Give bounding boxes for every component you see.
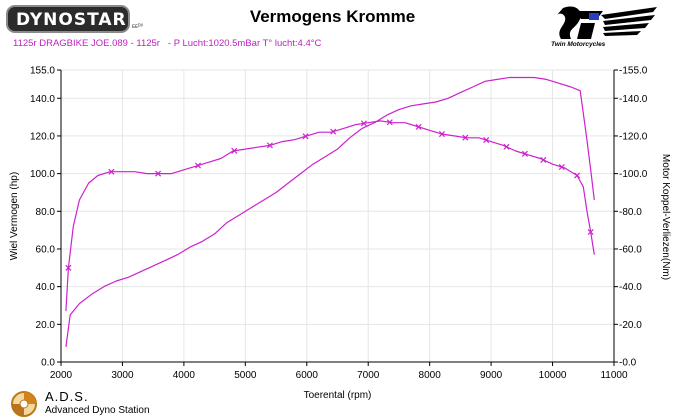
y2-tick-label: -80.0 <box>619 207 642 218</box>
y2-tick-label: -100.0 <box>619 169 648 180</box>
series-marker-x <box>540 156 547 163</box>
series-marker-x <box>503 143 510 150</box>
series-marker-x <box>558 163 565 171</box>
dynostar-logo-text: DYNOSTAR <box>16 10 127 30</box>
y-tick-label: 140.0 <box>30 94 55 105</box>
series-marker-x <box>587 228 594 236</box>
series-marker-x <box>521 150 528 157</box>
series-marker-x <box>330 128 337 135</box>
series-marker-x <box>65 264 72 271</box>
y-tick-label: 60.0 <box>36 244 56 255</box>
series-marker-x <box>155 170 162 177</box>
x-axis-label: Toerental (rpm) <box>304 390 372 401</box>
footer-title: A.D.S. <box>45 389 89 404</box>
twin-motorcycles-logo <box>557 6 657 40</box>
x-tick-label: 8000 <box>419 370 442 381</box>
series-marker-x <box>194 162 202 169</box>
x-tick-label: 6000 <box>296 370 319 381</box>
y2-tick-label: -140.0 <box>619 94 648 105</box>
series-marker-x <box>415 123 422 130</box>
x-tick-label: 5000 <box>234 370 257 381</box>
chart-series <box>65 76 595 347</box>
y2-tick-label: -40.0 <box>619 282 642 293</box>
series-marker-x <box>108 168 115 175</box>
series-marker-x <box>574 172 581 179</box>
chart-grid <box>60 69 615 363</box>
y2-axis-label: Motor Koppel-Verliezen(Nm) <box>660 154 671 280</box>
y-tick-label: 155.0 <box>30 66 55 77</box>
y2-tick-label: -60.0 <box>619 244 642 255</box>
y-tick-label: 40.0 <box>36 282 56 293</box>
series-marker-x <box>483 137 490 144</box>
series-line-1 <box>65 76 595 347</box>
chart-ticks: 0.0 20.0 40.0 60.0 80.0 100.0 120.0 140.0 155.0 -… <box>30 66 648 382</box>
series-marker-x <box>302 133 309 140</box>
chart-subtitle: 1125r DRAGBIKE JOE.089 - 1125r - P Lucht… <box>13 38 322 49</box>
y-axis-label: Wiel Vermogen (hp) <box>9 172 20 260</box>
chart-title: Vermogens Kromme <box>249 7 416 26</box>
dynostar-logo-suffix: ᴇᴇᴰᴵᴵ <box>132 24 143 30</box>
y2-tick-label: -0.0 <box>619 358 637 369</box>
x-tick-label: 4000 <box>173 370 196 381</box>
y2-tick-label: -120.0 <box>619 131 648 142</box>
series-marker-x <box>462 134 469 141</box>
twin-motorcycles-logo-text: Twin Motorcycles <box>551 41 606 48</box>
x-tick-label: 3000 <box>111 370 134 381</box>
y2-tick-label: -155.0 <box>619 66 648 77</box>
y-tick-label: 80.0 <box>36 207 56 218</box>
y-tick-label: 120.0 <box>30 131 55 142</box>
series-marker-x <box>438 131 445 138</box>
x-tick-label: 7000 <box>357 370 380 381</box>
series-line-2 <box>65 120 595 312</box>
x-tick-label: 2000 <box>50 370 73 381</box>
y-tick-label: 20.0 <box>36 320 56 331</box>
chart-frame <box>60 70 615 363</box>
ads-badge-icon <box>11 391 37 417</box>
y-tick-label: 0.0 <box>41 358 55 369</box>
series-marker-x <box>266 142 273 149</box>
x-tick-label: 9000 <box>480 370 503 381</box>
series-marker-x <box>360 120 367 127</box>
y-tick-label: 100.0 <box>30 169 55 180</box>
series-marker-x <box>231 147 238 154</box>
y2-tick-label: -20.0 <box>619 320 642 331</box>
x-tick-label: 10000 <box>539 370 567 381</box>
series-marker-x <box>386 119 393 126</box>
x-tick-label: 11000 <box>600 370 628 381</box>
footer-subtitle: Advanced Dyno Station <box>45 405 150 416</box>
dynostar-logo: DYNOSTAR <box>6 5 130 33</box>
